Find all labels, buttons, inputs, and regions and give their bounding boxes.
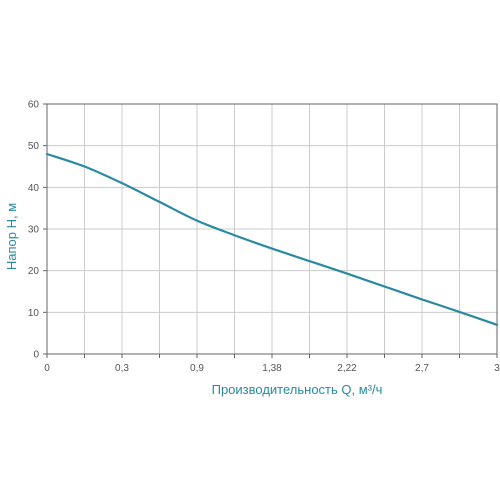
y-tick-label: 60 — [28, 100, 40, 111]
series-line — [45, 152, 499, 326]
y-tick-label: 10 — [28, 308, 40, 319]
y-axis-title: Напор H, м — [4, 203, 19, 270]
y-tick-label: 50 — [28, 141, 40, 152]
x-tick-label: 0 — [44, 363, 50, 374]
y-tick-label: 0 — [33, 350, 39, 361]
y-tick-label: 20 — [28, 266, 40, 277]
x-tick-label: 0,3 — [115, 363, 129, 374]
grid — [47, 104, 497, 354]
x-axis-title: Производительность Q, м³/ч — [212, 382, 383, 397]
y-axis-ticks: 0 10 20 30 40 50 60 — [28, 100, 47, 361]
x-tick-label: 3 — [494, 363, 500, 374]
x-tick-label: 2,7 — [415, 363, 429, 374]
y-tick-label: 30 — [28, 225, 40, 236]
x-tick-label: 1,38 — [262, 363, 282, 374]
y-tick-label: 40 — [28, 183, 40, 194]
x-tick-label: 0,9 — [190, 363, 204, 374]
x-tick-label: 2,22 — [337, 363, 357, 374]
plot-frame — [46, 103, 498, 355]
x-axis-ticks: 0 0,3 0,9 1,38 2,22 2,7 3 — [44, 354, 500, 374]
